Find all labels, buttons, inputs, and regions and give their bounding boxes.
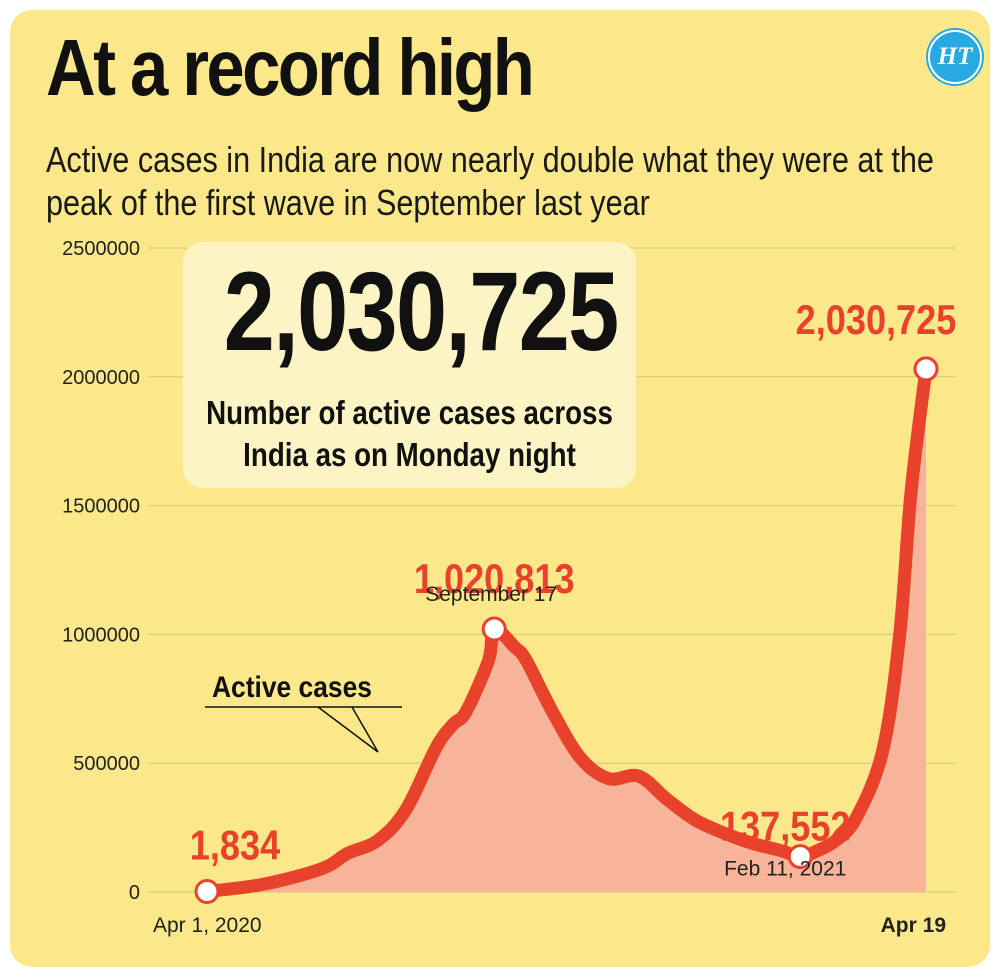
x-axis-labels: Apr 1, 2020 Apr 19 <box>153 914 946 937</box>
y-tick-label: 1500000 <box>62 496 140 518</box>
peak-marker <box>194 879 220 905</box>
ht-logo: HT <box>928 30 982 84</box>
peak-value-label: 2,030,725 <box>796 297 957 343</box>
page-title: At a record high <box>46 23 535 112</box>
x-end-label: Apr 19 <box>881 914 946 937</box>
y-tick-label: 2000000 <box>62 367 140 389</box>
subtitle: Active cases in India are now nearly dou… <box>46 139 934 223</box>
series-line-active-cases <box>200 362 933 899</box>
y-tick-label: 0 <box>129 882 140 904</box>
callout-value: 2,030,725 <box>223 249 619 374</box>
y-axis-ticks: 0 500000 1000000 1500000 2000000 2500000 <box>62 238 140 904</box>
y-tick-label: 1000000 <box>62 624 140 646</box>
peak-value-label: 1,020,813 <box>414 557 575 603</box>
callout-box: 2,030,725 Number of active cases across … <box>183 242 636 488</box>
series-label-group: Active cases <box>205 669 402 753</box>
peak-value-label: 137,552 <box>720 804 851 850</box>
series-label-pointer <box>317 706 379 753</box>
area-fill <box>207 368 926 892</box>
peak-marker <box>481 616 507 642</box>
peak-marker <box>913 356 939 382</box>
series-label: Active cases <box>212 669 372 703</box>
y-tick-label: 2500000 <box>62 238 140 260</box>
peak-date-label: September 17 <box>425 583 557 606</box>
peak-date-label: Feb 11, 2021 <box>724 858 846 881</box>
data-markers <box>194 356 939 905</box>
peak-value-label: 1,834 <box>190 823 281 869</box>
callout-text: Number of active cases across India as o… <box>206 394 613 473</box>
x-start-label: Apr 1, 2020 <box>153 914 262 937</box>
peak-marker <box>787 844 813 870</box>
y-tick-label: 500000 <box>73 753 140 775</box>
